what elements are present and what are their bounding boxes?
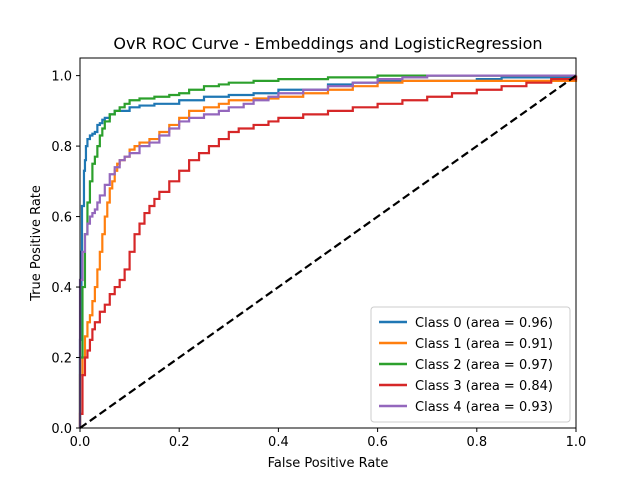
y-tick-label: 1.0 — [51, 70, 72, 85]
x-tick-label: 0.2 — [169, 435, 190, 450]
y-tick-label: 0.2 — [51, 352, 72, 367]
legend-label-class-1: Class 1 (area = 0.91) — [415, 337, 553, 352]
legend-frame — [370, 306, 571, 423]
legend-label-class-2: Class 2 (area = 0.97) — [415, 358, 553, 373]
plot-frame — [79, 57, 577, 429]
legend-label-class-4: Class 4 (area = 0.93) — [415, 400, 553, 415]
plot-area — [78, 74, 578, 429]
x-tick-label: 0.6 — [367, 435, 388, 450]
y-tick-label: 0.0 — [51, 422, 72, 437]
chart-title: OvR ROC Curve - Embeddings and LogisticR… — [113, 34, 542, 53]
legend: Class 0 (area = 0.96) Class 1 (area = 0.9… — [370, 306, 571, 423]
x-tick-label: 0.0 — [70, 435, 91, 450]
series-line-class-3 — [78, 75, 578, 428]
series-line-class-2 — [78, 74, 576, 428]
series-line-class-4 — [78, 74, 576, 428]
x-tick-label: 0.8 — [466, 435, 487, 450]
y-tick-label: 0.8 — [51, 140, 72, 155]
chance-diagonal-line — [79, 74, 577, 429]
legend-label-class-0: Class 0 (area = 0.96) — [415, 316, 553, 331]
legend-label-class-3: Class 3 (area = 0.84) — [415, 379, 553, 394]
x-tick-label: 1.0 — [566, 435, 587, 450]
axis-ticks: 0.0 0.2 0.4 0.6 0.8 1.0 0.0 0.2 0.4 0.6 0.8 1.0 — [51, 70, 586, 450]
y-tick-label: 0.6 — [51, 211, 72, 226]
x-tick-label: 0.4 — [268, 435, 289, 450]
y-axis-label: True Positive Rate — [29, 185, 44, 302]
x-axis-label: False Positive Rate — [268, 456, 389, 471]
y-tick-label: 0.4 — [51, 281, 72, 296]
